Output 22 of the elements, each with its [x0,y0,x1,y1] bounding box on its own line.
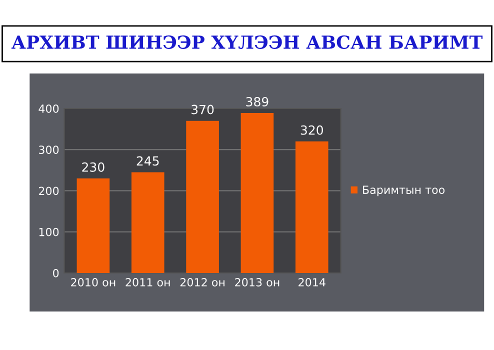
data-label: 389 [246,96,268,106]
x-tick-label: 2014 [298,278,326,286]
bar [131,172,164,273]
x-tick-label: 2010 он [71,278,116,286]
x-tick-label: 2012 он [180,278,224,286]
chart-title: АРХИВТ ШИНЭЭР ХҮЛЭЭН АВСАН БАРИМТ [11,35,483,49]
x-tick-label: 2013 он [235,278,280,286]
data-label: 230 [82,162,104,172]
data-label: 320 [300,125,323,135]
bar [76,178,110,273]
bar [295,141,328,273]
y-tick-label: 100 [39,228,59,236]
x-tick-label: 2011 он [126,278,170,286]
data-label: 245 [136,156,159,166]
legend-label: Баримтын тоо [363,186,445,196]
bar [186,120,219,273]
y-tick-label: 0 [53,268,59,278]
bar [240,113,274,273]
data-label: 370 [192,104,214,114]
y-tick-label: 200 [38,186,59,196]
y-tick-label: 400 [38,104,59,113]
y-tick-label: 300 [39,146,59,154]
